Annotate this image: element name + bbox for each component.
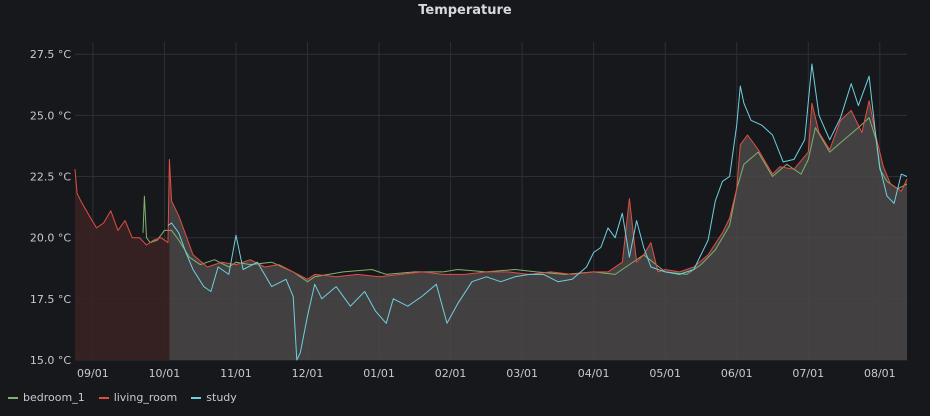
chart-legend: bedroom_1 living_room study [8,391,237,404]
y-tick-label: 17.5 °C [30,293,71,306]
legend-swatch [8,396,18,399]
legend-label: living_room [113,391,178,404]
area-fill-main [169,100,907,360]
x-tick-label: 08/01 [864,367,896,380]
legend-label: bedroom_1 [23,391,85,404]
x-tick-label: 04/01 [578,367,610,380]
series-line-study [167,63,908,361]
legend-label: study [206,391,237,404]
x-tick-label: 11/01 [220,367,252,380]
area-fill-early [75,159,170,360]
y-tick-label: 22.5 °C [30,171,71,184]
y-tick-label: 15.0 °C [30,354,71,367]
x-tick-label: 01/01 [363,367,395,380]
chart-series-lines [74,63,908,361]
x-tick-label: 03/01 [506,367,538,380]
legend-swatch [191,396,202,399]
legend-item-bedroom-1[interactable]: bedroom_1 [8,391,85,404]
chart-area-fills [75,100,907,360]
x-tick-label: 06/01 [721,367,753,380]
series-line-living-room [74,100,908,280]
x-tick-label: 12/01 [292,367,324,380]
panel-title: Temperature [418,3,512,18]
x-tick-label: 07/01 [792,367,824,380]
x-axis-ticks: 09/01 10/01 11/01 12/01 01/01 02/01 03/01 04/01… [77,367,896,380]
legend-item-study[interactable]: study [191,391,237,404]
y-axis-ticks: 15.0 °C 17.5 °C 20.0 °C 22.5 °C 25.0 °C 27.5 … [30,48,71,367]
x-tick-label: 09/01 [77,367,109,380]
y-tick-label: 27.5 °C [30,48,71,61]
y-tick-label: 25.0 °C [30,109,71,122]
x-tick-label: 05/01 [649,367,681,380]
y-tick-label: 20.0 °C [30,232,71,245]
x-tick-label: 02/01 [435,367,467,380]
legend-swatch [98,396,109,399]
x-tick-label: 10/01 [149,367,181,380]
series-line-bedroom-1 [142,117,908,283]
legend-item-living-room[interactable]: living_room [98,391,178,404]
